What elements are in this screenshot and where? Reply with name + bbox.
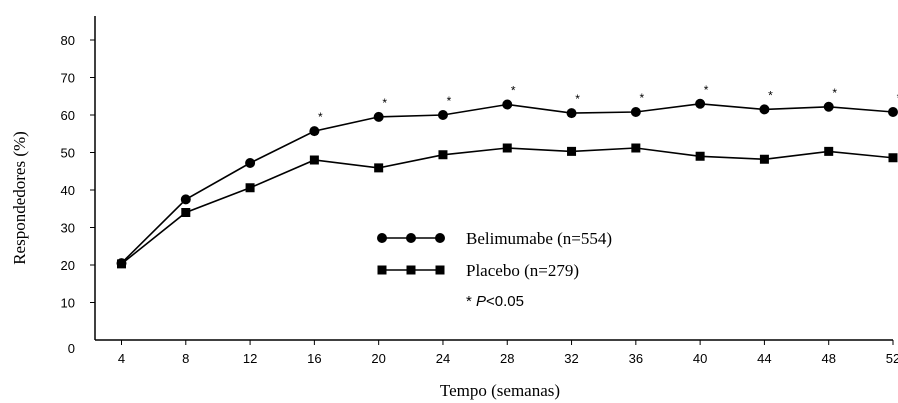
data-point-placebo <box>438 150 448 160</box>
significance-star: * <box>768 88 773 102</box>
note-star: * <box>466 293 476 310</box>
y-tick-label: 30 <box>61 221 75 236</box>
x-tick-label: 8 <box>182 351 189 366</box>
significance-star: * <box>704 83 709 97</box>
significance-star: * <box>511 84 516 98</box>
significance-markers: * * * * * * * * * * <box>318 83 898 124</box>
data-point-placebo <box>309 155 319 165</box>
y-tick-label: 20 <box>61 258 75 273</box>
legend-circle-marker <box>377 233 387 243</box>
significance-note: * P<0.05 <box>466 293 524 310</box>
y-tick-label: 50 <box>61 146 75 161</box>
y-tick-label: 60 <box>61 108 75 123</box>
x-tick-label: 44 <box>757 351 771 366</box>
data-point-belimumabe <box>759 104 770 115</box>
legend-item-belimumabe: Belimumabe (n=554) <box>377 229 612 248</box>
data-point-placebo <box>567 146 577 156</box>
legend-circle-marker <box>435 233 445 243</box>
data-point-belimumabe <box>180 194 191 205</box>
data-point-belimumabe <box>309 126 320 137</box>
legend-square-marker <box>377 265 387 275</box>
significance-star: * <box>897 91 898 105</box>
x-ticks: 4 8 12 16 20 24 28 32 36 40 44 48 52 <box>118 340 898 366</box>
significance-star: * <box>447 94 452 108</box>
data-point-placebo <box>695 151 705 161</box>
series-layer <box>116 98 898 269</box>
significance-star: * <box>318 110 323 124</box>
significance-star: * <box>382 96 387 110</box>
data-point-placebo <box>502 143 512 153</box>
y-tick-label: 10 <box>61 296 75 311</box>
data-point-placebo <box>117 259 126 269</box>
significance-star: * <box>832 86 837 100</box>
data-point-belimumabe <box>566 108 577 119</box>
x-tick-label: 52 <box>886 351 898 366</box>
x-tick-label: 48 <box>821 351 835 366</box>
legend-circle-marker <box>406 233 416 243</box>
x-tick-label: 4 <box>118 351 125 366</box>
x-tick-label: 24 <box>436 351 450 366</box>
legend-square-marker <box>435 265 445 275</box>
x-tick-label: 20 <box>371 351 385 366</box>
data-point-belimumabe <box>695 98 706 109</box>
data-point-placebo <box>181 208 191 217</box>
legend-item-placebo: Placebo (n=279) <box>377 261 579 280</box>
x-axis-title: Tempo (semanas) <box>440 381 560 400</box>
legend-square-marker <box>406 265 416 275</box>
data-point-placebo <box>245 183 255 193</box>
legend: Belimumabe (n=554) Placebo (n=279) * P<0… <box>377 229 612 310</box>
data-point-belimumabe <box>437 110 448 120</box>
data-point-belimumabe <box>502 99 513 110</box>
legend-label-placebo: Placebo (n=279) <box>466 261 579 280</box>
x-tick-label: 28 <box>500 351 514 366</box>
data-point-placebo <box>631 143 641 153</box>
data-point-placebo <box>888 153 898 163</box>
data-point-placebo <box>374 163 384 173</box>
y-axis-title: Respondedores (%) <box>10 131 29 265</box>
y-axis: 0 10 20 30 40 50 60 70 80 <box>61 16 96 356</box>
x-axis: 4 8 12 16 20 24 28 32 36 40 44 48 52 <box>95 339 898 366</box>
x-tick-label: 32 <box>564 351 578 366</box>
significance-star: * <box>639 91 644 105</box>
x-tick-label: 40 <box>693 351 707 366</box>
y-ticks: 0 10 20 30 40 50 60 70 80 <box>61 33 95 356</box>
y-tick-label: 80 <box>61 33 75 48</box>
data-point-belimumabe <box>630 107 641 117</box>
data-point-belimumabe <box>888 107 898 117</box>
data-point-placebo <box>824 146 834 156</box>
legend-label-belimumabe: Belimumabe (n=554) <box>466 229 612 248</box>
note-threshold: <0.05 <box>486 293 524 310</box>
data-point-belimumabe <box>823 101 834 112</box>
note-p: P <box>476 293 486 310</box>
data-point-belimumabe <box>245 158 256 168</box>
x-tick-label: 16 <box>307 351 321 366</box>
x-tick-label: 36 <box>629 351 643 366</box>
data-point-belimumabe <box>373 111 384 122</box>
y-tick-label: 40 <box>61 183 75 198</box>
y-tick-label: 0 <box>68 341 75 356</box>
x-tick-label: 12 <box>243 351 257 366</box>
data-point-placebo <box>759 154 769 164</box>
significance-star: * <box>575 92 580 106</box>
y-tick-label: 70 <box>61 71 75 86</box>
